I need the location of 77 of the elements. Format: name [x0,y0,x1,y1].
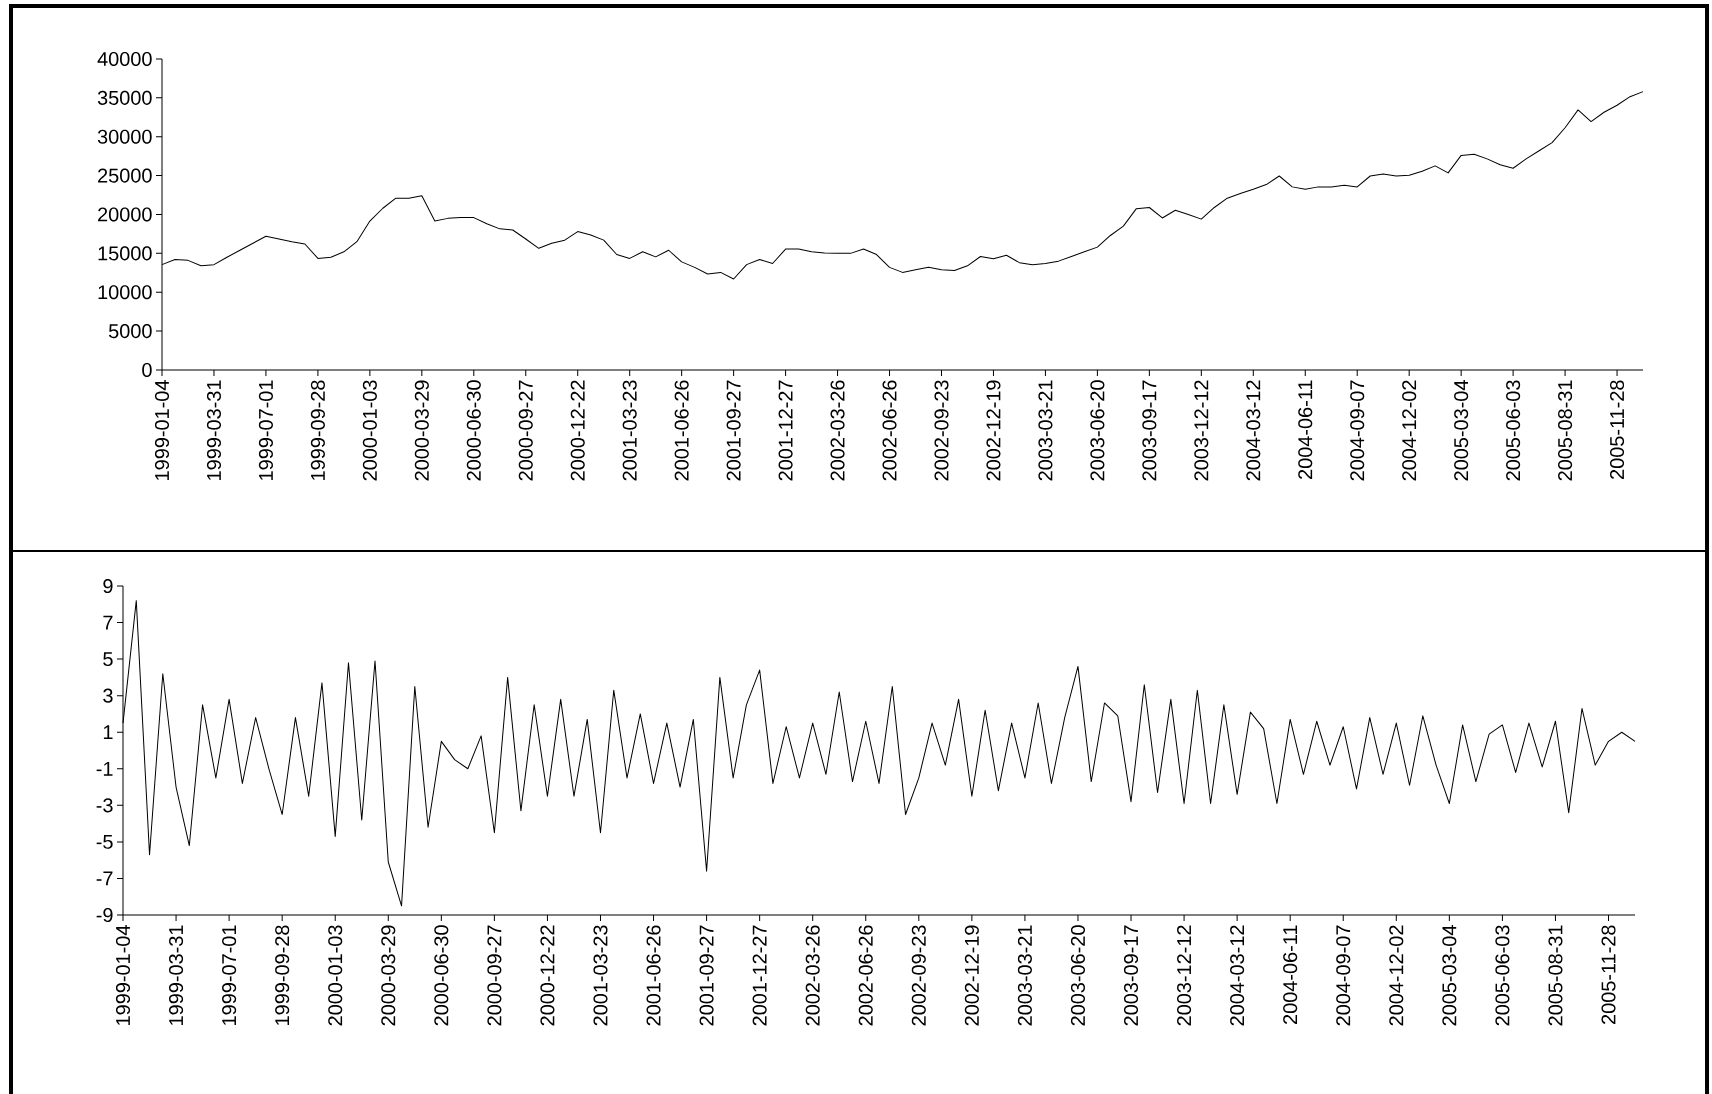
x-tick-label: 2005-06-03 [1495,925,1510,1026]
x-tick-label: 1999-03-31 [169,925,184,1025]
y-tick-label: 10000 [98,285,152,300]
x-tick-label: 2001-03-23 [622,380,637,481]
x-tick-label: 2004-03-12 [1230,925,1245,1026]
x-tick-label: 2005-08-31 [1548,925,1563,1026]
y-tick-label: 15000 [98,246,152,261]
x-tick-label: 2002-09-23 [911,925,926,1026]
x-tick-label: 2004-12-02 [1402,380,1417,481]
y-tick-label: -9 [96,907,113,923]
x-tick-label: 2004-12-02 [1389,925,1404,1026]
y-tick-label: 5000 [108,324,152,339]
x-tick-label: 2003-03-21 [1017,925,1032,1026]
x-tick-label: 2003-12-12 [1194,380,1209,481]
x-tick-label: 2004-06-11 [1283,925,1298,1024]
x-tick-label: 2001-09-27 [699,925,714,1026]
x-tick-label: 2003-06-20 [1090,380,1105,481]
x-tick-label: 2004-06-11 [1298,380,1313,479]
x-tick-label: 2003-12-12 [1177,925,1192,1026]
x-tick-label: 1999-07-01 [258,380,273,480]
x-tick-label: 2004-03-12 [1246,380,1261,481]
y-tick-label: -7 [96,871,113,886]
y-tick-label: 35000 [97,90,152,105]
x-tick-label: 1999-01-04 [154,380,170,480]
x-tick-label: 2002-06-26 [858,925,873,1026]
y-tick-label: 0 [142,362,152,378]
y-tick-label: -3 [96,798,113,813]
x-tick-label: 2000-01-03 [362,380,377,481]
x-tick-label: 2003-09-17 [1142,380,1157,481]
y-tick-label: 9 [103,578,113,594]
y-tick-label: 40000 [97,51,152,67]
x-tick-label: 2000-03-29 [381,925,396,1026]
x-tick-label: 1999-09-28 [275,925,290,1025]
x-tick-label: 2003-06-20 [1070,925,1086,1026]
x-tick-label: 2001-03-23 [593,925,608,1026]
x-tick-label: 2001-09-27 [726,380,741,481]
x-tick-label: 2001-06-26 [646,925,661,1026]
x-tick-label: 2005-03-04 [1454,380,1469,481]
y-tick-label: -5 [96,834,113,849]
x-tick-label: 2005-03-04 [1442,925,1457,1026]
x-tick-label: 2000-12-22 [570,380,585,481]
y-tick-label: 30000 [97,129,152,144]
x-tick-label: 2005-08-31 [1558,380,1573,481]
x-tick-label: 2002-03-26 [805,925,820,1026]
x-tick-label: 2004-09-07 [1336,925,1351,1026]
x-tick-label: 2000-09-27 [518,380,533,481]
x-tick-label: 2000-12-22 [540,925,555,1026]
x-tick-label: 2002-12-19 [964,925,979,1026]
y-tick-label: 1 [103,725,113,740]
y-tick-label: 5 [103,652,113,667]
x-tick-label: 2002-06-26 [882,380,897,481]
x-tick-label: 2002-03-26 [830,380,845,481]
x-tick-label: 2005-06-03 [1506,380,1521,481]
x-tick-label: 2000-06-30 [434,925,449,1026]
x-tick-label: 2003-03-21 [1038,380,1053,481]
x-tick-label: 2004-09-07 [1350,380,1365,481]
y-tick-label: -1 [96,761,113,776]
x-tick-label: 1999-03-31 [206,380,222,480]
y-tick-label: 25000 [98,168,152,183]
y-tick-label: 7 [103,615,113,630]
x-tick-label: 2000-01-03 [328,925,343,1026]
y-tick-label: 20000 [98,207,152,222]
x-tick-label: 2000-06-30 [466,380,481,481]
x-tick-label: 1999-07-01 [222,925,237,1025]
x-tick-label: 2003-09-17 [1123,925,1139,1026]
x-tick-label: 2001-06-26 [674,380,689,481]
x-tick-label: 2001-12-27 [778,380,793,481]
x-tick-label: 1999-01-04 [115,925,131,1025]
x-tick-label: 2000-09-27 [487,925,502,1026]
x-tick-label: 2002-12-19 [986,380,1001,481]
x-tick-label: 2000-03-29 [414,380,429,481]
x-tick-label: 2001-12-27 [752,925,767,1026]
x-tick-label: 1999-09-28 [310,380,325,480]
x-tick-label: 2002-09-23 [934,380,949,481]
x-tick-label: 2005-11-28 [1601,925,1616,1024]
x-tick-label: 2005-11-28 [1610,380,1625,479]
y-tick-label: 3 [103,688,113,703]
